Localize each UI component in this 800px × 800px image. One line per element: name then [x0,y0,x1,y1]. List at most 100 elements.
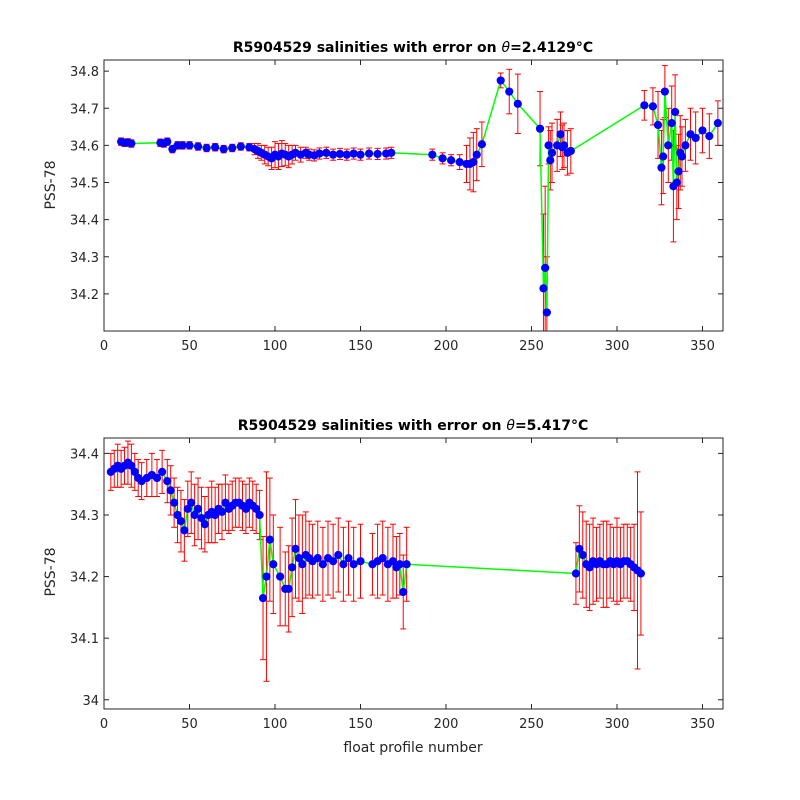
data-point [356,150,365,159]
data-point [395,560,404,569]
data-point [677,152,687,161]
x-tick-label: 50 [181,717,198,732]
data-point [185,141,194,150]
data-point [566,146,575,156]
data-point [559,141,569,150]
data-point [496,76,505,85]
data-point [373,149,382,159]
data-layer [116,65,722,331]
data-point [178,141,187,150]
data-point [349,149,358,158]
bottom-panel: R5904529 salinities with error on θ=5.41… [43,418,724,756]
axes-box [103,59,724,332]
y-tick-label: 34.2 [70,571,99,586]
data-point [659,152,668,161]
data-point [575,544,584,553]
y-tick-label: 34 [82,694,99,709]
data-point [571,569,581,578]
x-tick-label: 300 [605,717,630,732]
data-point [298,560,307,569]
data-point [674,167,683,176]
data-point [438,154,447,163]
top-panel: R5904529 salinities with error on θ=2.41… [43,40,724,354]
x-tick-label: 0 [100,339,108,354]
data-point [399,587,408,597]
data-point [349,560,358,569]
data-point [127,139,136,148]
data-point [664,141,673,150]
data-point [197,513,206,523]
x-tick-label: 350 [690,339,715,354]
data-point [705,132,714,141]
y-tick-label: 34.1 [70,632,99,647]
x-axis-label: float profile number [343,740,482,756]
data-point [402,560,411,569]
data-point [546,156,555,165]
data-point [130,467,139,476]
data-point [344,554,353,563]
data-point [542,308,551,317]
data-point [265,535,274,544]
data-point [291,544,300,553]
y-tick-label: 34.5 [70,177,99,192]
data-point [217,507,227,517]
x-tick-label: 300 [605,339,630,354]
data-point [294,554,304,563]
data-point [187,498,196,507]
data-point [660,87,669,96]
data-point [539,284,548,293]
data-point [180,526,189,535]
data-point [127,461,136,470]
bottom-plot-area: 0 50 100 150 200 250 300 350 34 34.1 34.2 34.3 34.4 [70,437,724,732]
data-point [648,102,657,111]
data-point [541,263,550,272]
data-point [334,550,343,560]
data-point [640,101,649,110]
data-point [388,557,398,566]
data-point [535,124,545,133]
data-point [313,554,322,563]
data-point [342,150,351,159]
data-point [698,126,707,135]
x-tick-label: 150 [348,717,373,732]
data-point [276,572,285,581]
data-point [193,504,203,513]
data-point [236,142,245,151]
data-point [556,130,565,139]
data-point [211,143,220,152]
data-point [544,141,553,150]
y-tick-label: 34.6 [70,139,99,154]
x-tick-label: 250 [519,339,544,354]
data-point [183,504,192,513]
x-tick-label: 150 [348,339,373,354]
data-point [513,99,522,108]
data-point [672,178,681,187]
y-tick-label: 34.3 [70,251,99,266]
top-y-axis-label: PSS-78 [43,160,59,209]
data-point [158,467,167,476]
data-point [219,144,228,154]
x-tick-label: 350 [690,717,715,732]
data-point [202,143,211,153]
data-point [166,486,175,495]
data-point [170,498,179,507]
data-point [318,560,327,569]
data-point [163,137,172,146]
data-point [315,149,324,158]
data-point [636,569,646,578]
data-point [152,473,162,483]
data-point [211,510,220,520]
data-point [378,554,387,563]
data-point [241,504,251,513]
data-point [228,143,237,153]
data-point [657,163,666,172]
data-point [200,520,209,529]
y-tick-label: 34.8 [70,65,99,80]
data-point [671,107,680,117]
y-tick-label: 34.3 [70,509,99,524]
y-tick-label: 34.2 [70,288,99,303]
axes-box [103,437,724,710]
bottom-y-axis-label: PSS-78 [43,547,59,596]
data-point [329,150,338,159]
